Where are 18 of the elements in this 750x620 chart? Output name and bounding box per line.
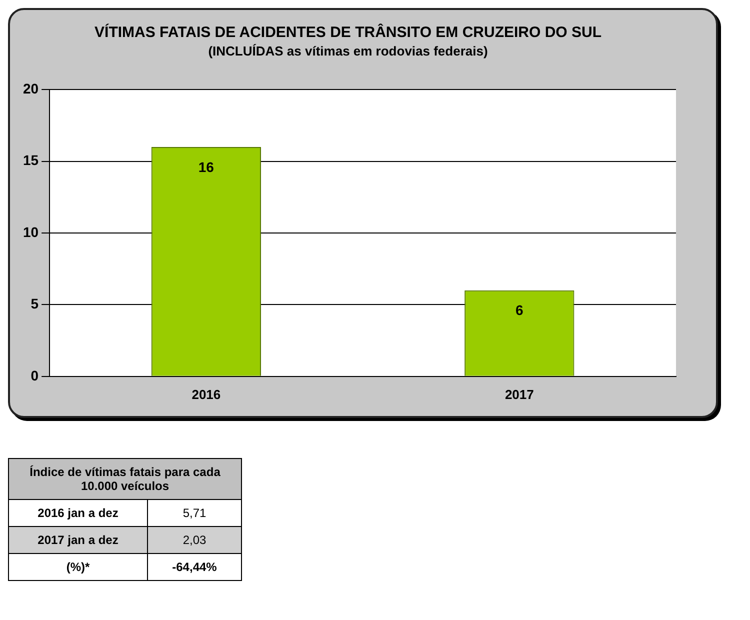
y-tick-label: 15 <box>22 152 39 168</box>
text: 2016 jan a dez <box>8 500 148 526</box>
data-label: 16 <box>198 158 214 175</box>
text: -64,44% <box>148 554 242 580</box>
y-tick-label: 20 <box>22 80 39 96</box>
text: (%)* <box>8 554 148 580</box>
y-tick-label: 5 <box>30 296 39 312</box>
x-tick-label: 2017 <box>504 386 534 402</box>
text: 2017 jan a dez <box>8 526 148 554</box>
chart-title: VÍTIMAS FATAIS DE ACIDENTES DE TRÂNSITO EM CRUZEIRO DO SUL <box>94 23 602 42</box>
text: 2,03 <box>148 526 242 554</box>
chart-subtitle: (INCLUÍDAS as vítimas em rodovias federais) <box>208 43 488 58</box>
data-label: 6 <box>515 302 524 318</box>
y-tick-label: 10 <box>22 224 39 240</box>
text: 5,71 <box>148 500 242 526</box>
y-tick-label: 0 <box>30 367 39 384</box>
x-tick-label: 2016 <box>192 386 221 402</box>
text: Índice de vítimas fatais para cada 10.000 veículos <box>8 458 242 500</box>
